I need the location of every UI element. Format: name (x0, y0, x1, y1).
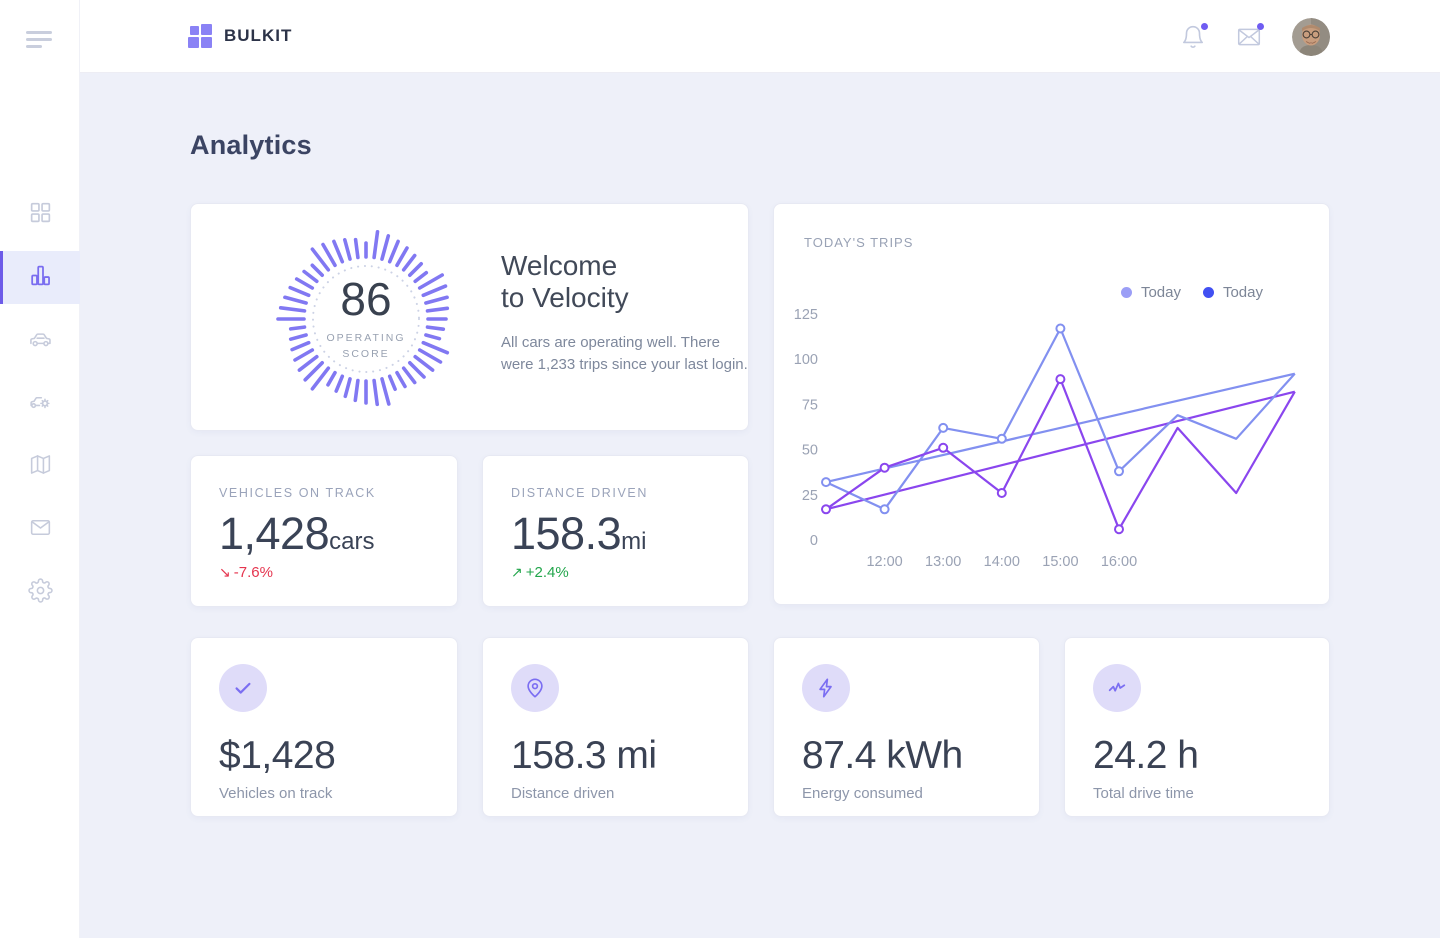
settings-icon (27, 577, 53, 608)
car-icon (28, 326, 53, 356)
map-pin-icon (511, 664, 559, 712)
sidebar-item-settings[interactable] (0, 566, 80, 619)
svg-text:12:00: 12:00 (866, 554, 902, 570)
summary-label: Energy consumed (802, 785, 923, 802)
summary-label: Vehicles on track (219, 785, 333, 802)
notification-badge (1201, 22, 1208, 30)
trips-line-chart: 0 25 50 75 100 125 12:00 13:00 14:00 15:00 16:00 (794, 307, 1296, 570)
legend-item-today-1[interactable]: Today (1120, 284, 1181, 301)
page-title: Analytics (190, 130, 312, 160)
messages-envelope-icon[interactable] (1236, 22, 1264, 50)
chart-title: TODAY'S TRIPS (804, 235, 914, 250)
vehicles-on-track-card: VEHICLES ON TRACK 1,428cars ↘ -7.6% (190, 455, 458, 607)
trend-indicator: ↘ -7.6% (219, 564, 273, 581)
bar-chart-icon (28, 263, 53, 293)
menu-toggle-icon[interactable] (26, 31, 54, 52)
main-content: Analytics 86 OPERATING SCORE Welcome to … (80, 73, 1440, 938)
check-icon (219, 664, 267, 712)
svg-text:100: 100 (794, 352, 818, 368)
map-icon (28, 452, 53, 482)
todays-trips-card: TODAY'S TRIPS Today Today 0 25 50 75 100 125 1… (773, 203, 1330, 605)
drive-time-summary-card: 24.2 h Total drive time (1064, 637, 1330, 817)
sidebar-item-vehicles[interactable] (0, 314, 80, 367)
brand-logo[interactable]: BULKIT (188, 24, 292, 48)
distance-summary-card: 158.3 mi Distance driven (482, 637, 749, 817)
sidebar-item-analytics[interactable] (0, 251, 80, 304)
trend-up-arrow-icon: ↗ (511, 564, 523, 580)
stat-value: 158.3mi (511, 508, 647, 559)
summary-label: Total drive time (1093, 785, 1194, 802)
sidebar-item-maintenance[interactable] (0, 377, 80, 430)
message-badge (1257, 22, 1264, 30)
svg-text:125: 125 (794, 307, 818, 323)
activity-icon (1093, 664, 1141, 712)
brand-name: BULKIT (224, 26, 293, 45)
brand-logo-icon (188, 24, 212, 48)
svg-text:16:00: 16:00 (1101, 554, 1137, 570)
summary-value: 87.4 kWh (802, 734, 963, 777)
distance-driven-card: DISTANCE DRIVEN 158.3mi ↗ +2.4% (482, 455, 749, 607)
mail-icon (28, 515, 53, 545)
notifications-bell-icon[interactable] (1180, 22, 1208, 50)
svg-text:0: 0 (810, 533, 818, 549)
svg-text:13:00: 13:00 (925, 554, 961, 570)
stat-label: VEHICLES ON TRACK (219, 486, 376, 500)
top-header: BULKIT (80, 0, 1440, 73)
dashboard-grid-icon (28, 200, 53, 230)
bolt-icon (802, 664, 850, 712)
stat-label: DISTANCE DRIVEN (511, 486, 648, 500)
summary-value: 24.2 h (1093, 734, 1199, 777)
svg-text:50: 50 (802, 443, 818, 459)
svg-text:25: 25 (802, 488, 818, 504)
stat-value: 1,428cars (219, 508, 375, 559)
welcome-card: 86 OPERATING SCORE Welcome to Velocity A… (190, 203, 749, 431)
sidebar-item-map[interactable] (0, 440, 80, 493)
sidebar-item-dashboard[interactable] (0, 188, 80, 241)
user-avatar[interactable] (1292, 17, 1330, 56)
operating-score-value: 86 (340, 273, 392, 326)
svg-text:14:00: 14:00 (984, 554, 1020, 570)
sidebar (0, 0, 80, 938)
operating-score-gauge: 86 OPERATING SCORE (274, 227, 458, 411)
welcome-title: Welcome to Velocity (501, 250, 629, 314)
svg-text:15:00: 15:00 (1042, 554, 1078, 570)
energy-summary-card: 87.4 kWh Energy consumed (773, 637, 1040, 817)
legend-dot (1120, 287, 1132, 298)
vehicles-summary-card: $1,428 Vehicles on track (190, 637, 458, 817)
welcome-message: All cars are operating well. There were … (501, 333, 748, 374)
trend-indicator: ↗ +2.4% (511, 564, 569, 581)
summary-label: Distance driven (511, 785, 615, 802)
sidebar-nav (0, 188, 80, 629)
car-service-icon (28, 389, 53, 419)
legend-dot (1202, 287, 1214, 298)
summary-value: $1,428 (219, 734, 336, 777)
summary-value: 158.3 mi (511, 734, 657, 777)
sidebar-item-messages[interactable] (0, 503, 80, 556)
operating-score-label: OPERATING SCORE (326, 332, 406, 360)
legend-item-today-2[interactable]: Today (1202, 284, 1263, 301)
chart-legend: Today Today (1120, 284, 1263, 301)
trend-down-arrow-icon: ↘ (219, 564, 231, 580)
svg-text:75: 75 (802, 397, 818, 413)
